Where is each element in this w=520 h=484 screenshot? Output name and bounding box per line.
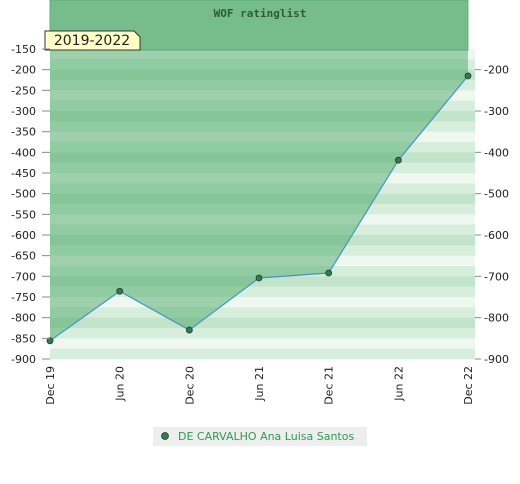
y2-tick-label: -200 — [484, 64, 509, 77]
point — [394, 156, 402, 164]
stripe — [50, 49, 475, 60]
y2-tick-label: -600 — [484, 229, 509, 242]
y-tick-label: -250 — [11, 84, 36, 97]
y2-tick-label: -500 — [484, 188, 509, 201]
badge — [44, 30, 141, 51]
stripe — [50, 286, 475, 298]
y-tick-label: -350 — [11, 126, 36, 139]
point — [255, 274, 263, 282]
stripe — [50, 59, 475, 70]
stripe — [50, 111, 475, 122]
x-tick-label: Dec 21 — [323, 366, 336, 405]
x-tick-label: Jun 22 — [392, 366, 405, 402]
x-tick-label: Dec 19 — [44, 366, 57, 405]
stripe — [50, 307, 475, 318]
stripe — [50, 245, 475, 256]
legend — [153, 427, 367, 446]
point — [464, 72, 472, 80]
legend-marker — [161, 432, 169, 440]
y-tick-label: -900 — [11, 353, 36, 366]
stripe — [50, 348, 475, 360]
y-tick-label: -150 — [11, 43, 36, 56]
stripe — [50, 255, 475, 267]
y-tick-label: -600 — [11, 229, 36, 242]
stripe — [50, 193, 475, 205]
y2-tick-label: -300 — [484, 105, 509, 118]
point — [116, 287, 124, 295]
stripe — [50, 183, 475, 194]
x-tick-label: Jun 21 — [253, 366, 266, 402]
y-tick-label: -500 — [11, 188, 36, 201]
badge-text: 2019-2022 — [54, 33, 130, 49]
stripe — [50, 317, 475, 329]
y-tick-label: -550 — [11, 208, 36, 221]
chart-title: WOF ratinglist — [214, 7, 307, 20]
x-tick-label: Dec 20 — [183, 366, 196, 405]
stripe — [50, 338, 475, 349]
stripe — [50, 90, 475, 101]
stripe — [50, 276, 475, 287]
stripe — [50, 80, 475, 91]
point — [325, 269, 333, 277]
y2-tick-label: -700 — [484, 270, 509, 283]
y-tick-label: -450 — [11, 167, 36, 180]
stripe — [50, 131, 475, 143]
stripe — [50, 224, 475, 236]
stripe — [50, 214, 475, 225]
y2-tick-label: -800 — [484, 312, 509, 325]
stripe — [50, 297, 475, 308]
stripe — [50, 204, 475, 215]
stripe — [50, 235, 475, 246]
point — [46, 337, 54, 345]
legend-label: DE CARVALHO Ana Luisa Santos — [178, 430, 354, 443]
y2-tick-label: -400 — [484, 146, 509, 159]
header-box — [49, 0, 469, 51]
y-tick-label: -850 — [11, 332, 36, 345]
stripe — [50, 69, 475, 81]
area-fill — [50, 0, 468, 341]
stripe — [50, 173, 475, 184]
x-tick-label: Jun 20 — [114, 366, 127, 402]
stripe — [50, 100, 475, 112]
y-tick-label: -700 — [11, 270, 36, 283]
stripe — [50, 121, 475, 132]
stripe — [50, 142, 475, 153]
y-tick-label: -300 — [11, 105, 36, 118]
y-tick-label: -650 — [11, 250, 36, 263]
stripe — [50, 162, 475, 174]
plot-background — [50, 49, 475, 360]
plot — [46, 0, 472, 345]
y-tick-label: -800 — [11, 312, 36, 325]
y-tick-label: -400 — [11, 146, 36, 159]
stripe — [50, 328, 475, 339]
x-tick-label: Dec 22 — [462, 366, 475, 405]
point — [185, 326, 193, 334]
stripe — [50, 152, 475, 163]
stripe — [50, 266, 475, 277]
y-tick-label: -200 — [11, 64, 36, 77]
y-tick-label: -750 — [11, 291, 36, 304]
y2-tick-label: -900 — [484, 353, 509, 366]
